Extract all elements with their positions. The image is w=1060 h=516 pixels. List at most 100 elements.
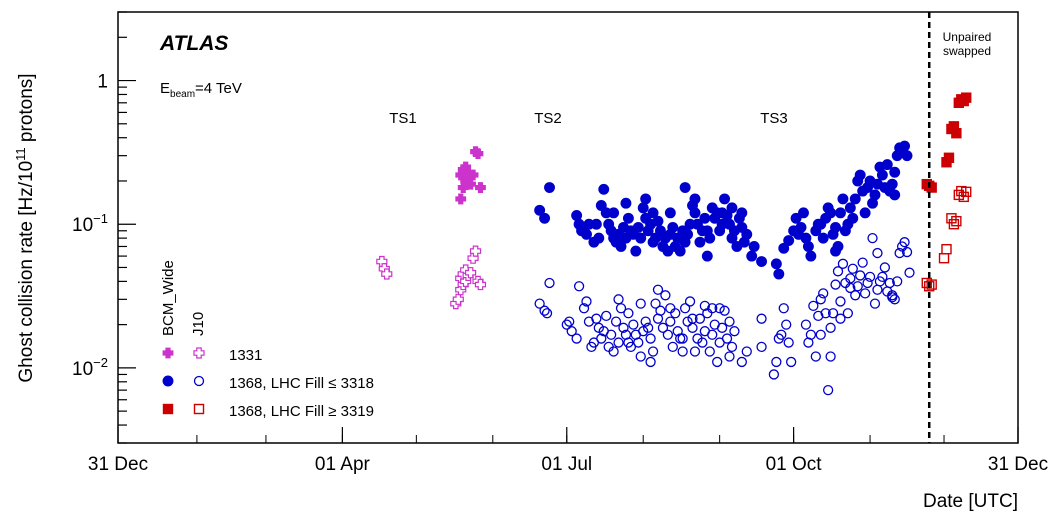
- data-point: [677, 346, 688, 357]
- data-point: [943, 152, 955, 163]
- y-tick-label: 10−1: [72, 211, 108, 236]
- data-point: [474, 278, 487, 291]
- data-point: [595, 200, 607, 211]
- data-point: [810, 351, 821, 362]
- data-point: [938, 253, 950, 264]
- legend-marker-filled: [162, 403, 174, 415]
- data-point: [701, 250, 713, 262]
- data-point: [736, 207, 748, 219]
- data-point: [682, 228, 694, 240]
- data-point: [672, 326, 683, 337]
- data-point: [689, 346, 701, 357]
- legend-col-j10: J10: [190, 312, 207, 336]
- data-point: [822, 384, 834, 396]
- data-point: [687, 313, 698, 324]
- data-point: [845, 282, 856, 294]
- data-point: [593, 232, 605, 244]
- data-point: [687, 322, 698, 333]
- data-point: [667, 341, 678, 353]
- data-point: [664, 207, 676, 219]
- data-point: [635, 351, 646, 362]
- data-point: [601, 310, 612, 322]
- data-point: [647, 207, 659, 219]
- data-point: [736, 356, 747, 368]
- data-point: [564, 316, 575, 327]
- data-point: [857, 257, 868, 268]
- data-point: [640, 193, 652, 205]
- data-point: [859, 288, 871, 299]
- data-point: [899, 237, 910, 248]
- data-point: [465, 267, 477, 279]
- data-point: [541, 308, 553, 319]
- data-point: [778, 242, 790, 254]
- data-point: [771, 356, 782, 368]
- data-point: [682, 316, 693, 327]
- data-point: [879, 262, 890, 273]
- data-point: [830, 279, 841, 290]
- data-point: [689, 207, 701, 219]
- data-point: [855, 270, 866, 281]
- data-point: [652, 284, 664, 295]
- legend-label-fill-le-3318: 1368, LHC Fill ≤ 3318: [229, 375, 374, 392]
- x-tick-label: 01 Jul: [541, 454, 592, 475]
- data-point: [768, 369, 780, 380]
- legend-label-1331: 1331: [229, 347, 262, 364]
- ts1-label: TS1: [389, 110, 417, 127]
- data-point: [827, 308, 839, 319]
- data-point: [645, 356, 656, 368]
- data-point: [606, 329, 617, 340]
- data-points: [376, 92, 972, 396]
- data-point: [635, 298, 646, 309]
- plot-frame: [117, 11, 1019, 444]
- legend-marker-open: [193, 347, 205, 359]
- data-point: [812, 218, 824, 230]
- data-point: [721, 333, 733, 344]
- data-point: [657, 322, 669, 333]
- data-point: [869, 298, 881, 309]
- data-point: [813, 310, 824, 322]
- data-point: [872, 284, 883, 295]
- legend-marker-filled: [162, 347, 174, 359]
- data-point: [842, 308, 854, 319]
- ebeam-label-main: E: [160, 80, 170, 97]
- data-point: [598, 183, 610, 195]
- data-point: [581, 296, 592, 307]
- data-point: [613, 294, 624, 305]
- data-point: [694, 313, 706, 324]
- data-point: [867, 232, 878, 244]
- data-point: [637, 202, 649, 214]
- data-point: [475, 182, 486, 193]
- y-axis-label-tail: protons]: [16, 73, 37, 147]
- x-axis-label: Date [UTC]: [923, 491, 1018, 512]
- y-tick-label: 1: [97, 72, 108, 93]
- atlas-label: ATLAS: [159, 32, 228, 55]
- axis-tick-labels: 31 Dec 01 Apr 01 Jul 01 Oct 31 Dec 10−2 10−1 1: [72, 72, 1048, 475]
- data-point: [886, 178, 898, 190]
- data-point: [726, 202, 738, 214]
- data-point: [802, 241, 814, 252]
- data-point: [712, 356, 723, 368]
- data-point: [623, 308, 634, 319]
- data-point: [674, 245, 686, 257]
- data-point: [887, 292, 898, 303]
- legend-marker-filled: [162, 375, 174, 387]
- data-point: [773, 268, 785, 280]
- data-point: [699, 300, 710, 312]
- data-point: [596, 333, 607, 344]
- data-point: [544, 182, 555, 193]
- data-point: [835, 296, 846, 307]
- data-point: [859, 207, 871, 219]
- data-point: [781, 319, 792, 330]
- data-point: [719, 193, 731, 205]
- data-point: [665, 316, 676, 327]
- data-point: [961, 92, 972, 103]
- data-point: [694, 236, 706, 248]
- data-point: [847, 263, 858, 274]
- data-point: [726, 341, 738, 353]
- data-point: [795, 221, 807, 233]
- data-point: [830, 245, 841, 257]
- y-axis-label-main: Ghost collision rate [Hz/10: [16, 161, 37, 383]
- data-point: [892, 276, 903, 287]
- data-point: [849, 193, 861, 205]
